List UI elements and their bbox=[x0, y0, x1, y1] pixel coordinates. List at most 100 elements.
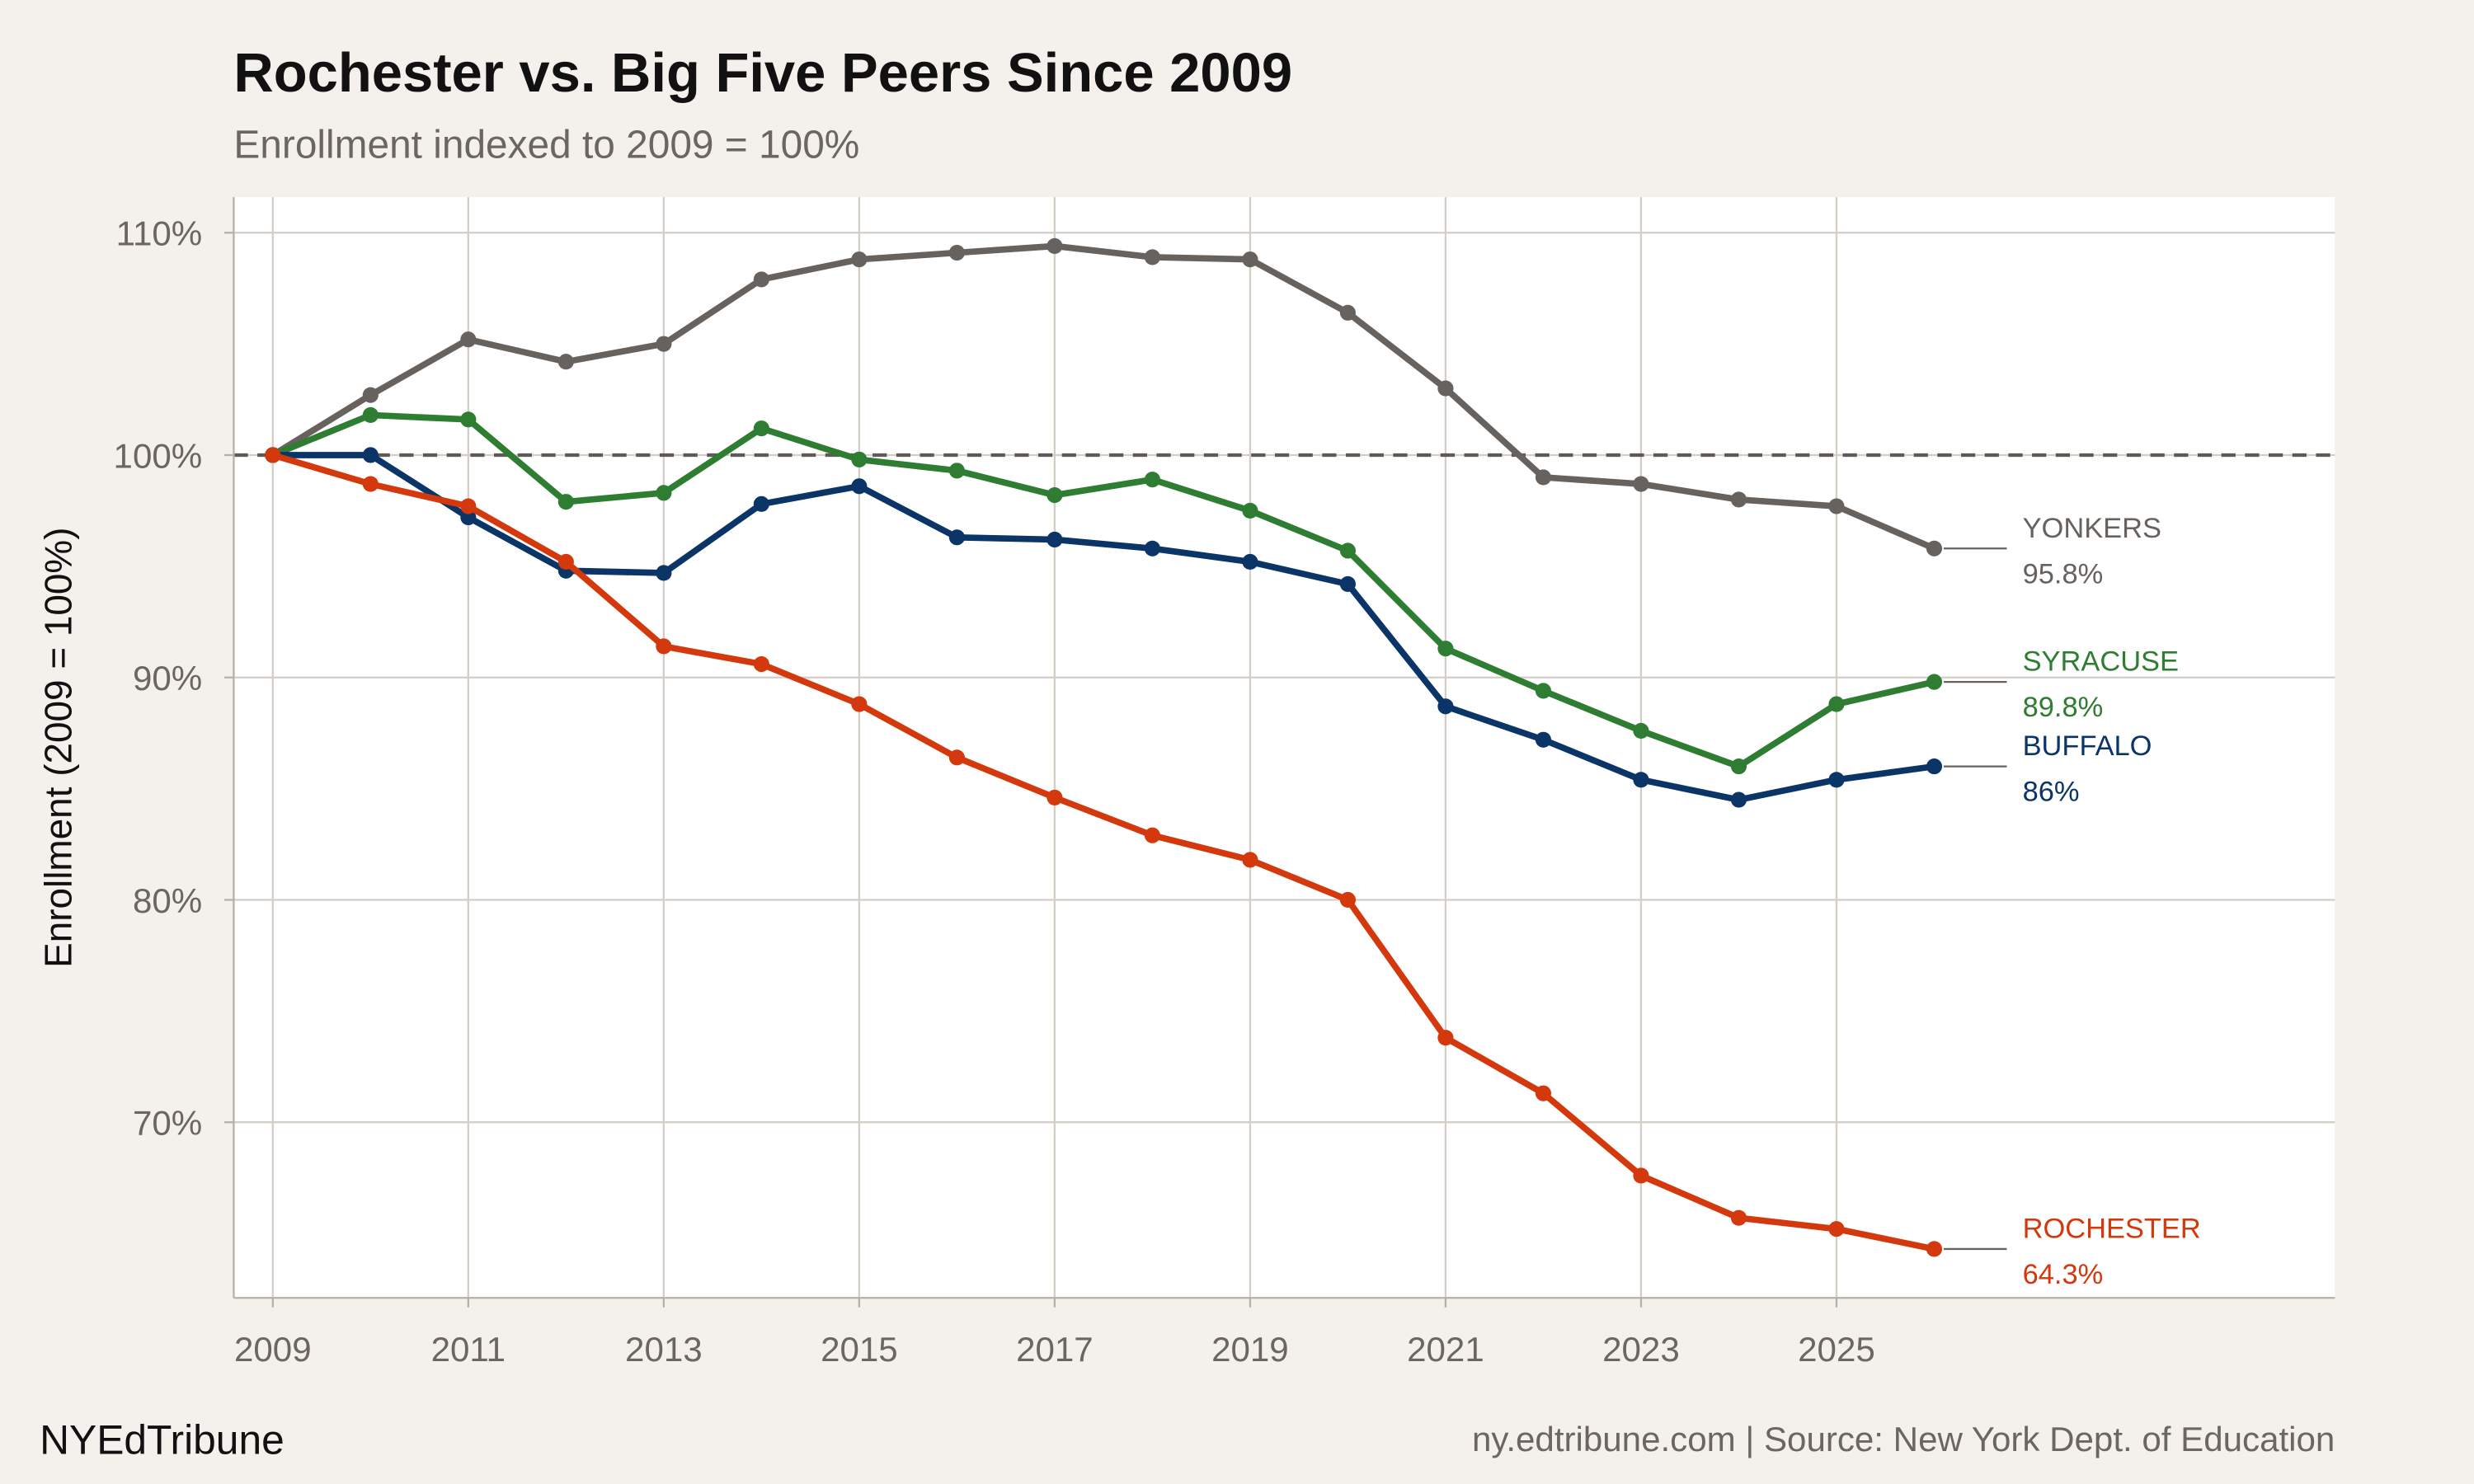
x-tick-label: 2009 bbox=[234, 1330, 312, 1369]
point-rochester bbox=[1437, 1030, 1454, 1046]
point-buffalo bbox=[656, 565, 672, 581]
point-rochester bbox=[948, 749, 965, 766]
chart-title: Rochester vs. Big Five Peers Since 2009 bbox=[233, 42, 1292, 104]
point-rochester bbox=[1730, 1209, 1747, 1226]
point-yonkers bbox=[460, 331, 477, 348]
point-rochester bbox=[557, 553, 574, 571]
point-buffalo bbox=[1437, 698, 1454, 715]
point-yonkers bbox=[1828, 498, 1845, 514]
gridlines bbox=[233, 197, 2335, 1298]
y-tick-label: 80% bbox=[133, 881, 202, 920]
point-yonkers bbox=[851, 251, 868, 268]
point-rochester bbox=[460, 498, 477, 514]
point-buffalo bbox=[851, 478, 868, 495]
point-buffalo bbox=[1144, 540, 1160, 556]
point-yonkers bbox=[1144, 249, 1160, 265]
x-tick-label: 2019 bbox=[1211, 1330, 1289, 1369]
point-syracuse bbox=[1144, 472, 1160, 488]
point-yonkers bbox=[1730, 491, 1747, 508]
point-syracuse bbox=[1535, 683, 1551, 699]
x-tick-label: 2013 bbox=[625, 1330, 703, 1369]
footer-brand: NYEdTribune bbox=[40, 1417, 285, 1463]
point-yonkers bbox=[753, 271, 769, 288]
axes: 2009 2011 2013 2015 2017 2019 2021 2023 2025 70% 8… bbox=[114, 197, 2335, 1369]
point-buffalo bbox=[1047, 531, 1063, 548]
point-buffalo bbox=[1926, 758, 1943, 775]
label-value-syracuse: 89.8% bbox=[2023, 692, 2104, 723]
point-buffalo bbox=[1828, 772, 1845, 788]
point-yonkers bbox=[362, 387, 379, 403]
point-rochester bbox=[656, 638, 672, 655]
point-syracuse bbox=[753, 420, 769, 437]
y-tick-label: 70% bbox=[133, 1103, 202, 1142]
label-value-buffalo: 86% bbox=[2023, 777, 2080, 808]
series-syracuse bbox=[265, 406, 1943, 775]
point-syracuse bbox=[1926, 674, 1943, 690]
line-buffalo bbox=[272, 452, 1935, 803]
point-syracuse bbox=[1633, 722, 1649, 740]
point-yonkers bbox=[1535, 469, 1551, 486]
point-syracuse bbox=[948, 463, 965, 479]
point-buffalo bbox=[1535, 731, 1551, 748]
point-rochester bbox=[1144, 827, 1160, 843]
point-syracuse bbox=[460, 411, 477, 428]
point-buffalo bbox=[362, 447, 379, 463]
x-tick-label: 2011 bbox=[431, 1330, 506, 1369]
series-rochester bbox=[265, 447, 1943, 1257]
label-name-rochester: ROCHESTER bbox=[2023, 1214, 2201, 1245]
chart-subtitle: Enrollment indexed to 2009 = 100% bbox=[233, 123, 859, 167]
point-rochester bbox=[1633, 1167, 1649, 1184]
y-axis-label: Enrollment (2009 = 100%) bbox=[36, 527, 79, 967]
point-syracuse bbox=[1339, 542, 1356, 559]
point-syracuse bbox=[1828, 696, 1845, 712]
point-rochester bbox=[362, 476, 379, 492]
line-syracuse bbox=[271, 411, 1935, 770]
point-buffalo bbox=[1730, 791, 1747, 808]
point-syracuse bbox=[557, 494, 574, 510]
x-tick-label: 2021 bbox=[1407, 1330, 1484, 1369]
line-yonkers bbox=[270, 242, 1935, 552]
label-value-rochester: 64.3% bbox=[2023, 1259, 2104, 1290]
point-buffalo bbox=[460, 509, 477, 526]
point-buffalo bbox=[1242, 553, 1258, 571]
point-rochester bbox=[1535, 1085, 1551, 1101]
series-buffalo bbox=[265, 447, 1943, 808]
label-name-buffalo: BUFFALO bbox=[2023, 730, 2152, 762]
point-syracuse bbox=[362, 406, 379, 424]
point-yonkers bbox=[1339, 304, 1356, 321]
y-tick-label: 90% bbox=[133, 659, 202, 697]
x-tick-label: 2015 bbox=[821, 1330, 898, 1369]
point-yonkers bbox=[557, 354, 574, 370]
x-tick-label: 2023 bbox=[1602, 1330, 1680, 1369]
point-syracuse bbox=[1730, 758, 1747, 775]
plot-panel bbox=[233, 197, 2335, 1298]
point-yonkers bbox=[1633, 476, 1649, 492]
label-value-yonkers: 95.8% bbox=[2023, 558, 2104, 589]
point-rochester bbox=[851, 696, 868, 712]
x-tick-label: 2025 bbox=[1798, 1330, 1875, 1369]
point-syracuse bbox=[851, 451, 868, 467]
point-yonkers bbox=[656, 336, 672, 352]
point-syracuse bbox=[656, 485, 672, 501]
point-rochester bbox=[753, 655, 769, 673]
point-buffalo bbox=[753, 495, 769, 512]
y-tick-label: 100% bbox=[114, 436, 203, 475]
point-buffalo bbox=[948, 529, 965, 546]
label-name-yonkers: YONKERS bbox=[2023, 513, 2161, 544]
point-buffalo bbox=[1633, 772, 1649, 788]
point-rochester bbox=[1339, 891, 1356, 909]
end-labels: YONKERS 95.8% SYRACUSE 89.8% BUFFALO 86% ROCHE… bbox=[1943, 513, 2201, 1290]
point-yonkers bbox=[1047, 237, 1063, 255]
point-rochester bbox=[1828, 1221, 1845, 1237]
series-lines bbox=[265, 237, 1943, 1257]
point-rochester bbox=[1926, 1241, 1943, 1257]
line-rochester bbox=[271, 452, 1935, 1252]
point-rochester bbox=[265, 447, 281, 463]
point-buffalo bbox=[1339, 575, 1356, 593]
point-rochester bbox=[1242, 852, 1258, 868]
point-yonkers bbox=[948, 244, 965, 261]
footer-source: ny.edtribune.com | Source: New York Dept… bbox=[1472, 1420, 2335, 1458]
point-yonkers bbox=[1926, 540, 1943, 556]
x-tick-label: 2017 bbox=[1016, 1330, 1094, 1369]
